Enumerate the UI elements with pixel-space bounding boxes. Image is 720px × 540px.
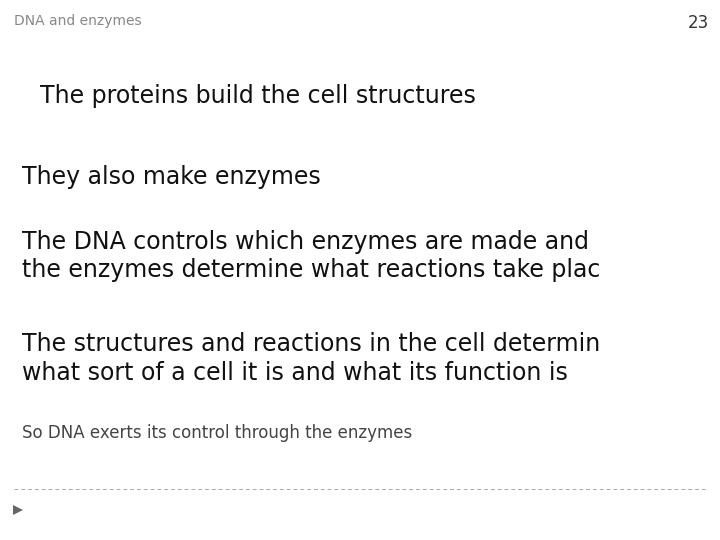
Text: 23: 23	[688, 14, 709, 31]
Text: DNA and enzymes: DNA and enzymes	[14, 14, 142, 28]
Text: The DNA controls which enzymes are made and
the enzymes determine what reactions: The DNA controls which enzymes are made …	[22, 230, 600, 282]
Text: So DNA exerts its control through the enzymes: So DNA exerts its control through the en…	[22, 424, 412, 442]
Text: They also make enzymes: They also make enzymes	[22, 165, 320, 188]
Text: The proteins build the cell structures: The proteins build the cell structures	[40, 84, 475, 107]
Text: The structures and reactions in the cell determin
what sort of a cell it is and : The structures and reactions in the cell…	[22, 332, 600, 385]
